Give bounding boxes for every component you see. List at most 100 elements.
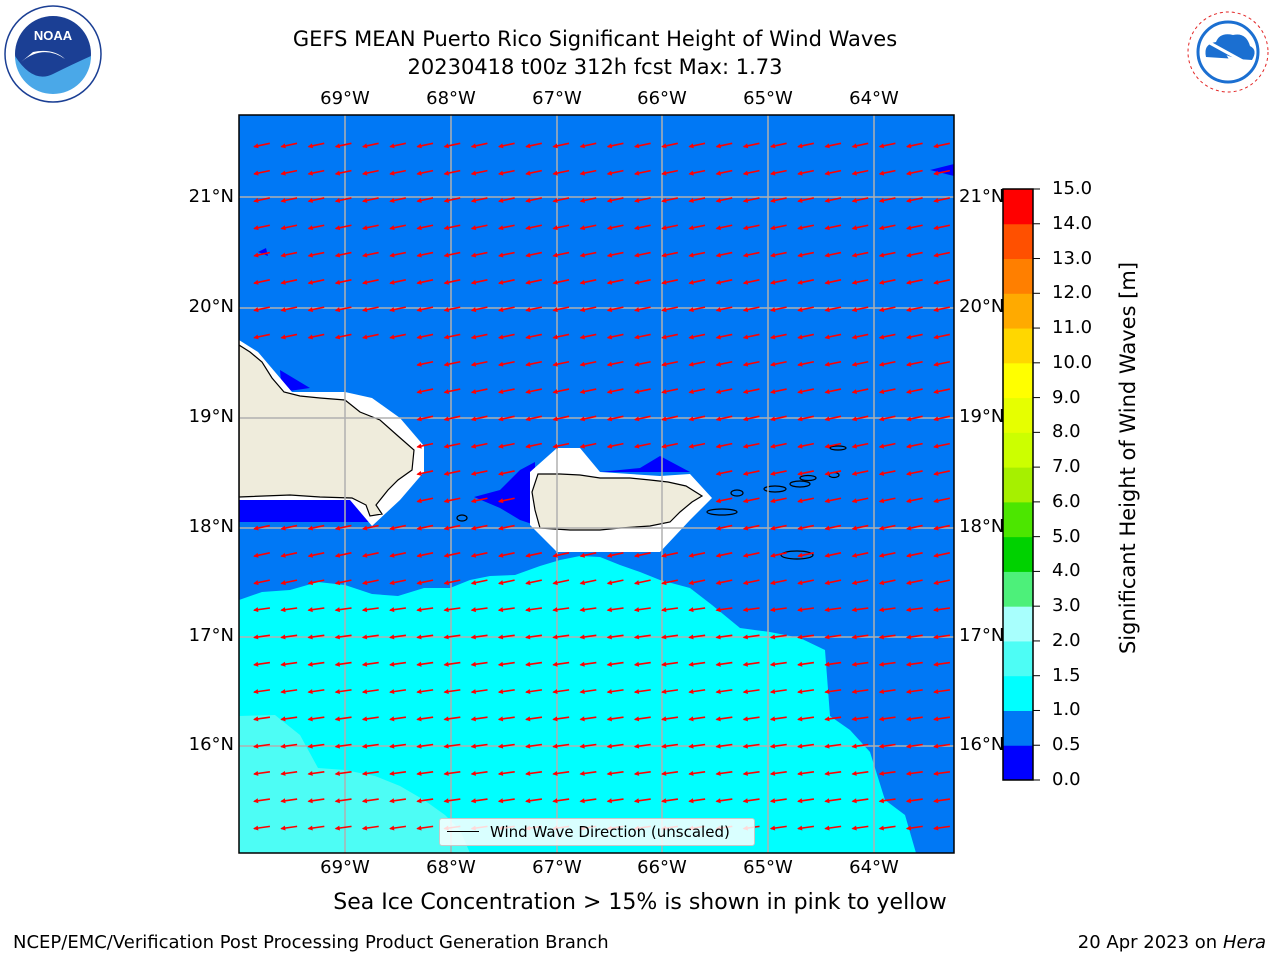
wave-direction-arrow xyxy=(824,825,842,831)
wave-direction-arrow xyxy=(878,798,896,804)
wave-direction-arrow xyxy=(661,661,679,667)
wave-direction-arrow xyxy=(497,798,515,804)
wave-direction-arrow xyxy=(470,770,488,776)
wave-direction-arrow xyxy=(361,169,379,176)
wave-direction-arrow xyxy=(280,197,298,203)
colorbar-swatch xyxy=(1003,258,1033,294)
wave-direction-arrow xyxy=(253,607,271,613)
wave-direction-arrow xyxy=(497,770,515,776)
wave-direction-arrow xyxy=(933,798,951,804)
wave-direction-arrow xyxy=(606,415,624,422)
wave-direction-arrow xyxy=(579,415,597,422)
wave-direction-arrow xyxy=(552,279,570,285)
wave-direction-arrow xyxy=(334,251,352,258)
wave-direction-arrow xyxy=(715,661,733,667)
wave-direction-arrow xyxy=(769,224,787,231)
wave-direction-arrow xyxy=(824,251,842,258)
wave-direction-arrow xyxy=(715,634,733,640)
wave-direction-arrow xyxy=(361,661,379,667)
wave-direction-arrow xyxy=(389,770,407,776)
wave-direction-arrow xyxy=(797,607,815,613)
wave-direction-arrow xyxy=(824,470,842,476)
wave-direction-arrow xyxy=(497,497,515,504)
wave-direction-arrow xyxy=(797,743,815,749)
wave-direction-arrow xyxy=(851,607,869,613)
wave-direction-arrow xyxy=(334,634,352,640)
wave-direction-arrow xyxy=(606,552,624,558)
wave-direction-arrow xyxy=(878,689,896,695)
wave-direction-arrow xyxy=(280,333,298,340)
wave-direction-arrow xyxy=(797,579,814,586)
wave-direction-arrow xyxy=(933,770,951,776)
wave-direction-arrow xyxy=(280,634,298,640)
wave-direction-arrow xyxy=(470,279,488,285)
wave-direction-arrow xyxy=(933,497,950,504)
wave-direction-arrow xyxy=(715,579,733,586)
wave-direction-arrow xyxy=(824,306,842,313)
wave-direction-arrow xyxy=(905,224,923,231)
wave-direction-arrow xyxy=(933,279,950,285)
wave-direction-arrow xyxy=(933,360,950,367)
wave-direction-arrow xyxy=(253,169,270,176)
wave-direction-arrow xyxy=(497,388,515,394)
wave-direction-arrow xyxy=(470,197,488,203)
wave-direction-arrow xyxy=(742,716,760,722)
wave-direction-arrow xyxy=(443,470,461,476)
wave-direction-arrow xyxy=(470,524,488,531)
wave-direction-arrow xyxy=(688,224,706,231)
wave-direction-arrow xyxy=(933,552,950,558)
wave-direction-arrow xyxy=(579,661,597,667)
wave-direction-arrow xyxy=(280,169,298,176)
wave-direction-arrow xyxy=(878,388,896,394)
wave-direction-arrow xyxy=(688,634,706,640)
wave-direction-arrow xyxy=(878,142,896,149)
wave-direction-arrow xyxy=(633,251,651,258)
lon-label-bottom: 64°W xyxy=(849,857,899,878)
wave-direction-arrow xyxy=(715,497,733,504)
wave-direction-arrow xyxy=(579,743,597,749)
wave-direction-arrow xyxy=(416,169,434,176)
noaa-logo: NOAA xyxy=(4,5,102,103)
wave-direction-arrow xyxy=(253,770,271,776)
wave-direction-arrow xyxy=(878,825,896,831)
wave-direction-arrow xyxy=(497,442,515,449)
wave-direction-arrow xyxy=(688,552,706,558)
wave-direction-arrow xyxy=(797,306,814,313)
lat-label-right: 19°N xyxy=(959,406,1005,427)
wave-direction-arrow xyxy=(606,306,624,313)
wave-direction-arrow xyxy=(280,552,298,558)
lon-label-bottom: 68°W xyxy=(426,857,476,878)
wave-direction-arrow xyxy=(280,306,298,313)
wave-direction-arrow xyxy=(878,770,896,776)
wave-direction-arrow xyxy=(334,333,352,340)
colorbar-swatch xyxy=(1003,640,1033,677)
wave-direction-arrow xyxy=(715,360,733,367)
wave-direction-arrow xyxy=(742,415,760,422)
lon-label-top: 65°W xyxy=(743,88,793,109)
wave-direction-arrow xyxy=(470,142,488,149)
wave-direction-arrow xyxy=(280,798,298,804)
wave-direction-arrow xyxy=(361,224,379,231)
wave-direction-arrow xyxy=(606,279,624,285)
wave-direction-arrow xyxy=(933,743,951,749)
wave-direction-arrow xyxy=(443,716,461,722)
colorbar-tick-label: 3.0 xyxy=(1052,595,1081,617)
wave-direction-arrow xyxy=(688,251,706,258)
wave-direction-arrow xyxy=(688,770,706,776)
wave-direction-arrow xyxy=(416,524,434,531)
colorbar-tick-label: 14.0 xyxy=(1052,212,1093,234)
colorbar-tick-label: 5.0 xyxy=(1052,525,1081,547)
wave-direction-arrow xyxy=(334,825,352,831)
lon-label-bottom: 65°W xyxy=(743,857,793,878)
wave-direction-arrow xyxy=(824,524,842,531)
wave-direction-arrow xyxy=(824,607,842,613)
wave-direction-arrow xyxy=(688,743,706,749)
wave-direction-arrow xyxy=(307,279,325,285)
wave-direction-arrow xyxy=(769,333,787,340)
wave-direction-arrow xyxy=(933,689,951,695)
wave-direction-arrow xyxy=(851,442,869,449)
wave-direction-arrow xyxy=(661,142,678,149)
wave-direction-arrow xyxy=(797,197,814,203)
land-virgin-islands xyxy=(456,445,847,560)
wave-direction-arrow xyxy=(416,306,434,313)
